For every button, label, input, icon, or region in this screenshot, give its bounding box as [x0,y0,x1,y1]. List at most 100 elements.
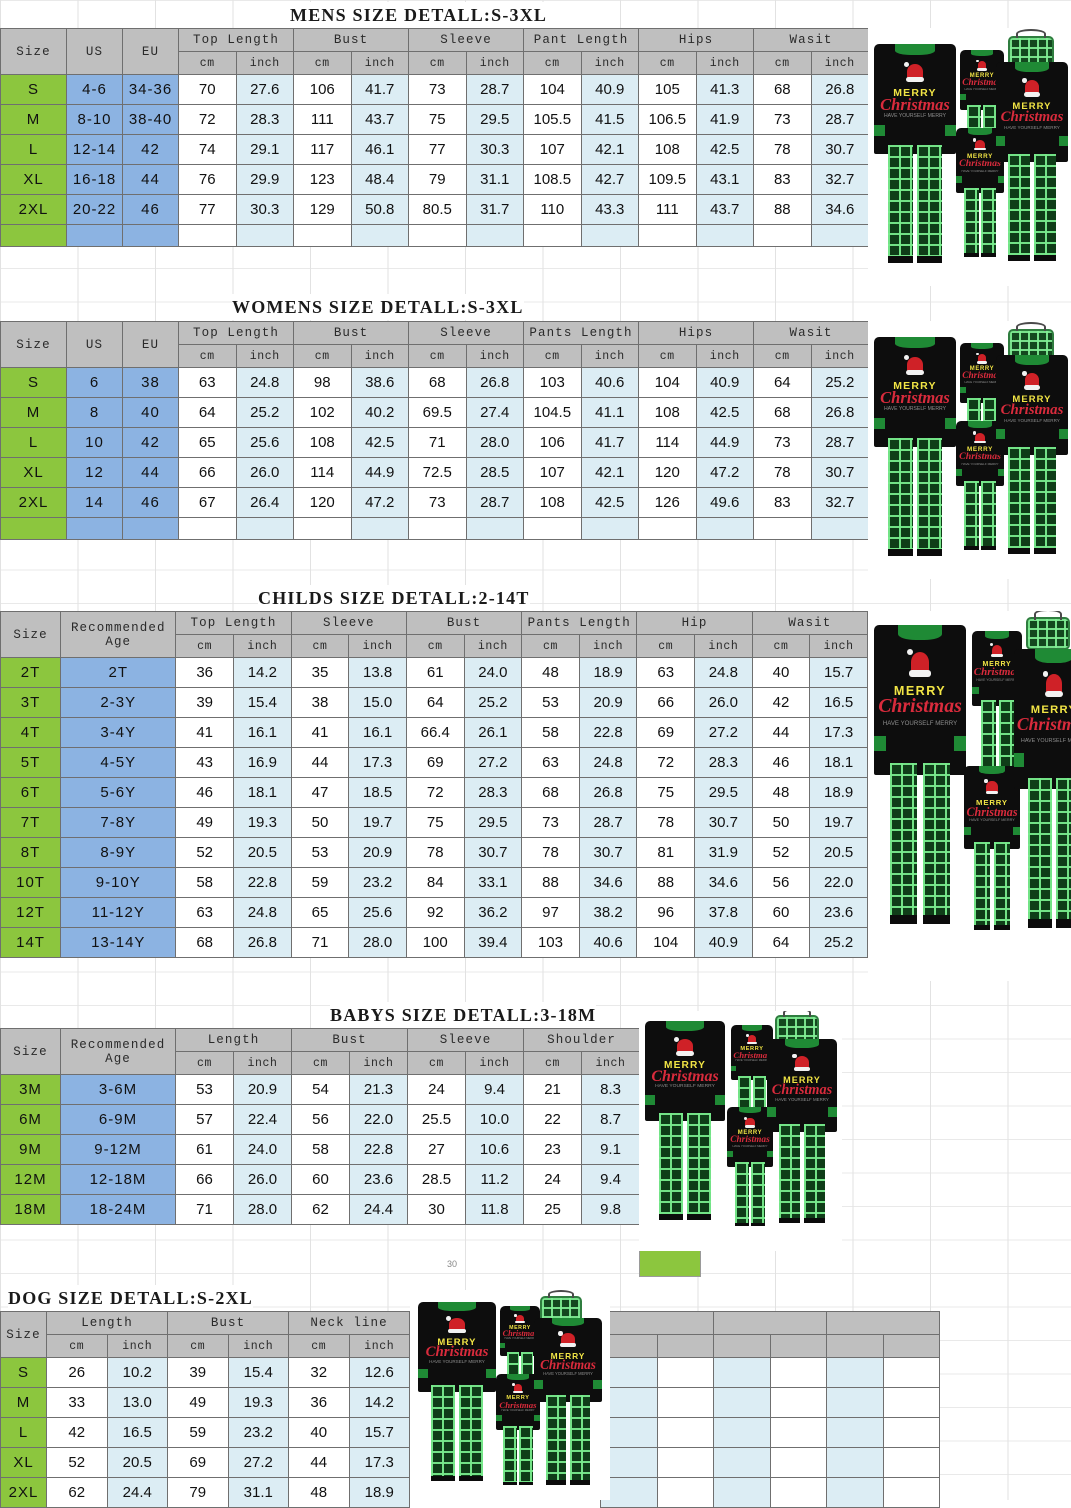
cell-sleeve-cm: 24 [407,1074,467,1105]
santa-hat-icon [1024,80,1040,94]
cell-top-length-inch: 22.8 [233,867,292,898]
christmas-text: Christmas [1016,714,1071,735]
cell-top-length-inch: 29.9 [235,164,295,195]
cell-wasit-cm: 78 [753,134,812,165]
santa-hat-brim [744,1125,756,1128]
cell-wasit-cm: 52 [751,837,811,868]
garment-subtext: HAVE YOURSELF MERRY [964,87,1000,92]
cell-bust-cm: 58 [291,1134,351,1165]
cell-sleeve-inch: 9.4 [465,1074,525,1105]
unit-header-cm: cm [293,51,352,75]
cell-hips-inch: 49.6 [695,487,755,518]
cell-top-length-cm: 76 [178,164,237,195]
cell-pants-length-cm: 48 [521,657,580,688]
merry-text: MERRY [1012,101,1052,112]
col-header-size: Size [0,1311,47,1358]
cuff-right [485,1368,496,1378]
group-header-bust: Bust [293,321,410,345]
ankle-cuff-left [973,925,991,931]
ankle-cuff-left [503,1482,517,1486]
group-header-sleeve: Sleeve [407,1028,525,1052]
cell-size: 5T [0,747,62,778]
cell-us: 16-18 [66,164,123,195]
cell-top-length-cm: 70 [178,74,237,105]
womens-size-table: Size US EU Top Length Bust Sleeve Pants Length… [0,321,870,540]
table-row: XL 12 44 66 26.0 114 44.9 72.5 28.5 107 42.1 120 47.… [0,457,870,488]
pajama-pant-left [964,480,979,547]
cell-sleeve-cm: 38 [290,687,350,718]
cell-eu: 44 [122,164,179,195]
cell-hips-cm: 120 [638,457,697,488]
cell-wasit-cm: 68 [753,397,812,428]
santa-hat-brim [1023,92,1041,97]
santa-hat-pompom [907,649,914,655]
collar [1034,649,1071,663]
christmas-text: Christmas [651,1068,719,1085]
cell-bust-inch: 46.1 [350,134,410,165]
merry-text: MERRY [1012,394,1052,405]
cell-top-length-inch: 25.6 [235,427,295,458]
cell-size: XL [0,1447,47,1478]
cell-us: 20-22 [66,194,123,225]
cell-sleeve-inch: 28.0 [465,427,525,458]
cell-shoulder-cm: 23 [523,1134,583,1165]
cuff-right [1058,429,1068,439]
group-header-top-length: Top Length [177,28,295,52]
cell-hips-inch: 41.3 [695,74,755,105]
table-row: 14T 13-14Y 68 26.8 71 28.0 100 39.4 103 40.6 104 40… [0,927,868,958]
cell-sleeve-inch: 26.8 [465,367,525,398]
ankle-cuff-left [658,1214,683,1220]
cell-bust-inch: 21.3 [349,1074,409,1105]
cell-top-length-inch: 27.6 [235,74,295,105]
cell-top-length-inch: 16.1 [233,717,292,748]
table-row: 6M 6-9M 57 22.4 56 22.0 25.5 10.0 22 8.7 [0,1104,641,1135]
santa-hat-brim [976,361,988,364]
cell-wasit-inch: 18.1 [809,747,868,778]
ankle-cuff-left [545,1480,566,1486]
santa-hat-brim [512,1390,524,1394]
cell-pants-length-cm: 103 [521,927,580,958]
unit-header-inch: inch [695,344,755,368]
unit-header-cm: cm [178,344,237,368]
cell-hip-cm: 66 [636,687,696,718]
cell-eu: 34-36 [122,74,179,105]
pajama-pant-left [734,1162,749,1223]
table-row: 10T 9-10Y 58 22.8 59 23.2 84 33.1 88 34.6 88 34.6 56… [0,867,868,898]
unit-header-inch: inch [810,51,870,75]
collar [665,1021,705,1031]
merry-text: MERRY [506,1395,530,1402]
cell-sleeve-inch: 27.4 [465,397,525,428]
cell-shoulder-cm: 22 [523,1104,583,1135]
cell-pants-length-cm: 63 [521,747,580,778]
group-header-bust: Bust [167,1311,290,1335]
cell-hip-inch: 24.8 [694,657,753,688]
cell-top-length-cm: 49 [175,807,234,838]
cell-sleeve-inch: 13.8 [348,657,407,688]
pajama-pant-right [519,1425,533,1483]
cell-top-length-cm: 65 [178,427,237,458]
unit-header-cm: cm [178,51,237,75]
cell-length-inch: 20.5 [106,1447,169,1478]
unit-header-cm: cm [521,634,580,658]
cell-hips-cm: 108 [638,134,697,165]
cell-length-cm: 52 [46,1447,108,1478]
cell-us: 14 [66,487,123,518]
unit-header-inch: inch [348,1334,411,1358]
cell-pant-length-cm: 107 [523,134,582,165]
cell-length-cm: 71 [175,1194,234,1225]
unit-header-cm: cm [407,1051,467,1075]
garment-subtext: HAVE YOURSELF MERRY [884,406,946,413]
cell-hip-inch: 37.8 [694,897,753,928]
christmas-text: Christmas [502,1329,538,1338]
cell-sleeve-cm: 71 [408,427,467,458]
cell-wasit-inch: 16.5 [809,687,868,718]
cell-wasit-cm: 83 [753,487,812,518]
pajama-pant-left [1008,447,1030,548]
cell-sleeve-inch: 29.5 [465,104,525,135]
cell-bust-cm: 117 [293,134,352,165]
table-row: 4T 3-4Y 41 16.1 41 16.1 66.4 26.1 58 22.8 69 27.2 44… [0,717,868,748]
cell-pants-length-cm: 108 [523,487,582,518]
cell-pants-length-inch: 41.1 [580,397,640,428]
table-row: S 4-6 34-36 70 27.6 106 41.7 73 28.7 104 40.9 105 41… [0,74,870,105]
cell-wasit-cm: 60 [751,897,811,928]
